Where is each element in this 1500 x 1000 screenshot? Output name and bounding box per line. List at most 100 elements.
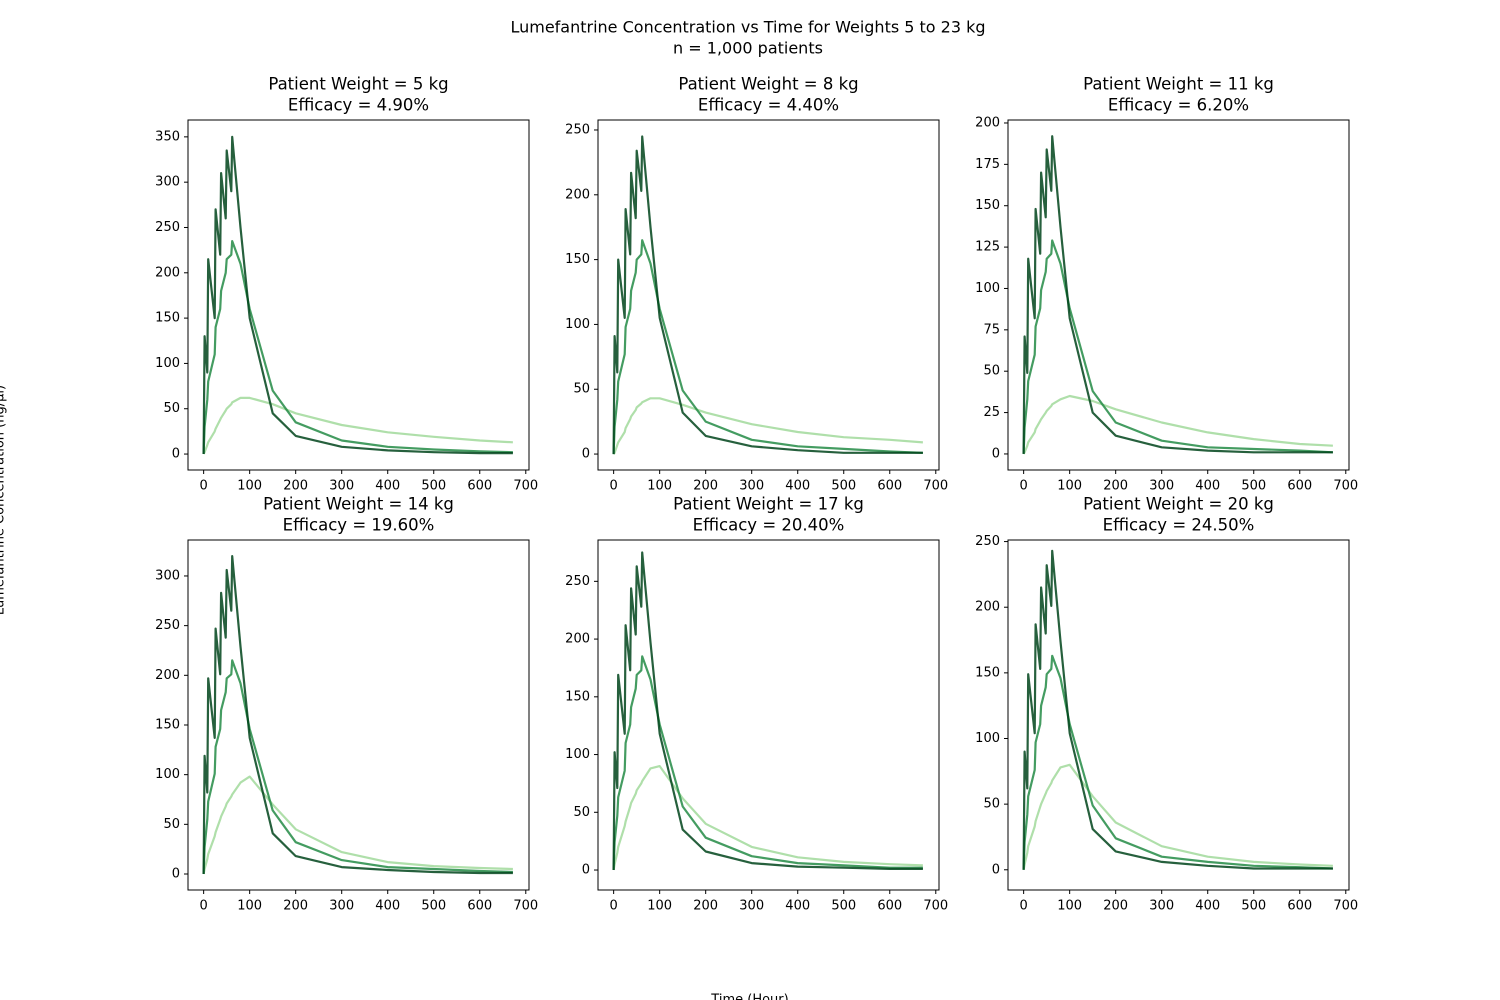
y-tick-label: 300 bbox=[155, 568, 180, 583]
data-line bbox=[1022, 549, 1333, 870]
x-tick-label: 700 bbox=[923, 899, 948, 914]
y-tick-label: 200 bbox=[565, 632, 590, 647]
y-tick-label: 50 bbox=[983, 797, 1000, 812]
x-tick-label: 600 bbox=[1287, 899, 1312, 914]
x-tick-label: 300 bbox=[329, 479, 354, 494]
x-tick-label: 500 bbox=[1241, 899, 1266, 914]
data-line bbox=[612, 765, 923, 871]
x-tick-label: 700 bbox=[923, 479, 948, 494]
y-tick-label: 50 bbox=[983, 364, 1000, 379]
y-tick-label: 250 bbox=[975, 534, 1000, 549]
data-line bbox=[612, 397, 923, 455]
y-tick-label: 75 bbox=[983, 322, 1000, 337]
y-tick-label: 100 bbox=[565, 317, 590, 332]
x-tick-label: 600 bbox=[1287, 479, 1312, 494]
y-tick-label: 100 bbox=[155, 356, 180, 371]
y-tick-label: 125 bbox=[975, 240, 1000, 255]
x-tick-label: 600 bbox=[467, 479, 492, 494]
x-tick-label: 700 bbox=[1333, 479, 1358, 494]
y-tick-label: 200 bbox=[155, 265, 180, 280]
y-tick-label: 175 bbox=[975, 157, 1000, 172]
y-tick-label: 100 bbox=[975, 731, 1000, 746]
y-tick-label: 150 bbox=[975, 198, 1000, 213]
x-tick-label: 300 bbox=[1149, 479, 1174, 494]
x-tick-label: 700 bbox=[513, 479, 538, 494]
figure-title: Lumefantrine Concentration vs Time for W… bbox=[510, 18, 985, 37]
y-tick-label: 100 bbox=[565, 747, 590, 762]
panel-title: Patient Weight = 14 kg bbox=[263, 495, 454, 514]
axes-frame bbox=[1007, 119, 1350, 471]
y-tick-label: 250 bbox=[565, 574, 590, 589]
data-line bbox=[612, 135, 923, 455]
y-tick-label: 250 bbox=[155, 220, 180, 235]
y-tick-label: 250 bbox=[155, 618, 180, 633]
data-line bbox=[1022, 654, 1333, 870]
panel-title: Patient Weight = 17 kg bbox=[673, 495, 864, 514]
x-tick-label: 0 bbox=[200, 479, 208, 494]
x-tick-label: 600 bbox=[877, 899, 902, 914]
panel-subtitle: Efficacy = 4.90% bbox=[288, 96, 429, 115]
x-tick-label: 200 bbox=[693, 899, 718, 914]
panel-title: Patient Weight = 5 kg bbox=[268, 75, 448, 94]
x-axis-label: Time (Hour) bbox=[710, 993, 788, 1000]
y-tick-label: 150 bbox=[975, 665, 1000, 680]
panel-title: Patient Weight = 11 kg bbox=[1083, 75, 1274, 94]
figure-subtitle: n = 1,000 patients bbox=[673, 39, 823, 58]
x-tick-label: 500 bbox=[831, 479, 856, 494]
y-tick-label: 0 bbox=[582, 447, 590, 462]
y-tick-label: 250 bbox=[565, 122, 590, 137]
x-tick-label: 0 bbox=[1020, 899, 1028, 914]
data-line bbox=[612, 655, 923, 871]
x-tick-label: 500 bbox=[421, 479, 446, 494]
data-line bbox=[202, 775, 513, 875]
y-tick-label: 0 bbox=[582, 863, 590, 878]
x-tick-label: 200 bbox=[1103, 899, 1128, 914]
x-tick-label: 100 bbox=[237, 899, 262, 914]
x-tick-label: 400 bbox=[785, 479, 810, 494]
axes-frame bbox=[597, 119, 940, 471]
panel-subtitle: Efficacy = 4.40% bbox=[698, 96, 839, 115]
axes-frame bbox=[187, 119, 530, 471]
x-tick-label: 100 bbox=[1057, 479, 1082, 494]
y-tick-label: 200 bbox=[975, 600, 1000, 615]
data-line bbox=[202, 659, 513, 875]
x-tick-label: 100 bbox=[647, 479, 672, 494]
x-tick-label: 400 bbox=[785, 899, 810, 914]
x-tick-label: 200 bbox=[1103, 479, 1128, 494]
y-axis-label: Lumefantrine Concentration (ng/µl) bbox=[0, 385, 8, 615]
y-tick-label: 300 bbox=[155, 175, 180, 190]
x-tick-label: 400 bbox=[1195, 899, 1220, 914]
axes-frame bbox=[1007, 539, 1350, 891]
axes-frame bbox=[187, 539, 530, 891]
x-tick-label: 700 bbox=[1333, 899, 1358, 914]
data-line bbox=[1022, 763, 1333, 871]
data-line bbox=[202, 135, 513, 455]
data-line bbox=[202, 240, 513, 455]
data-line bbox=[612, 239, 923, 455]
data-line bbox=[1022, 239, 1333, 454]
x-tick-label: 200 bbox=[693, 479, 718, 494]
x-tick-label: 300 bbox=[1149, 899, 1174, 914]
y-tick-label: 50 bbox=[573, 805, 590, 820]
y-tick-label: 150 bbox=[565, 689, 590, 704]
y-tick-label: 200 bbox=[155, 668, 180, 683]
axes-frame bbox=[597, 539, 940, 891]
x-tick-label: 300 bbox=[329, 899, 354, 914]
y-tick-label: 0 bbox=[172, 447, 180, 462]
y-tick-label: 50 bbox=[163, 401, 180, 416]
y-tick-label: 100 bbox=[975, 281, 1000, 296]
y-tick-label: 100 bbox=[155, 767, 180, 782]
x-tick-label: 300 bbox=[739, 479, 764, 494]
x-tick-label: 0 bbox=[610, 479, 618, 494]
x-tick-label: 0 bbox=[610, 899, 618, 914]
x-tick-label: 0 bbox=[1020, 479, 1028, 494]
x-tick-label: 100 bbox=[1057, 899, 1082, 914]
data-line bbox=[1022, 394, 1333, 455]
y-tick-label: 0 bbox=[992, 862, 1000, 877]
y-tick-label: 0 bbox=[992, 446, 1000, 461]
x-tick-label: 0 bbox=[200, 899, 208, 914]
data-line bbox=[202, 396, 513, 455]
y-tick-label: 200 bbox=[975, 115, 1000, 130]
